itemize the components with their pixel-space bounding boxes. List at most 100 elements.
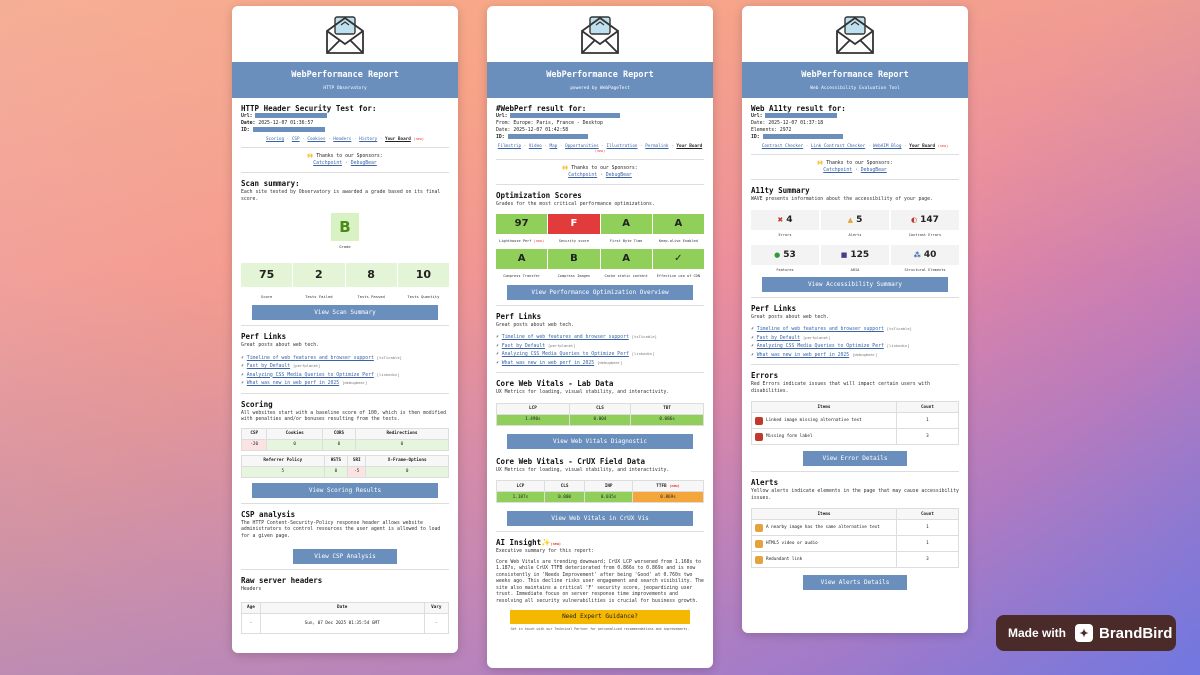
list-item: ⚡ Analyzing CSS Media Queries to Optimiz… <box>241 371 400 378</box>
sponsor-catchpoint[interactable]: Catchpoint <box>568 173 598 178</box>
view-crux-vis-button[interactable]: View Web Vitals in CrUX Vis <box>507 511 693 526</box>
list-item: ⚡ Timeline of web features and browser s… <box>496 334 657 340</box>
wave-errors: ✖ 4 Errors <box>751 209 819 237</box>
report-banner: WebPerformance Report HTTP Observatory <box>232 62 458 98</box>
alert-icon <box>755 555 763 564</box>
list-item: ⚡ Analyzing CSS Media Queries to Optimiz… <box>751 343 910 349</box>
raw-headers-table: Age Date Vary - Sun, 07 Dec 2025 01:35:54 G… <box>241 601 450 634</box>
list-item: ⚡ Timeline of web features and browser s… <box>751 326 912 332</box>
scan-stats: 75 Score 2 Tests Failed 8 Tests Passed 10 Te… <box>241 263 449 299</box>
mail-logo-icon <box>487 6 713 62</box>
report-banner: WebPerformance Report powered by WebPage… <box>487 62 713 98</box>
made-with-label: Made with <box>1008 626 1067 640</box>
perf-links-title: Perf Links <box>751 303 797 313</box>
view-accessibility-summary-button[interactable]: View Accessibility Summary <box>762 276 948 292</box>
stat-tests-passed: 8 Tests Passed <box>345 263 397 299</box>
link-contrast-checker[interactable]: Contrast Checker <box>761 144 804 149</box>
view-error-details-button[interactable]: View Error Details <box>803 451 907 466</box>
perf-links-list: ⚡ Timeline of web features and browser s… <box>496 333 704 367</box>
perf-links-title: Perf Links <box>496 311 542 321</box>
list-item: ⚡ Fast by Default [perfplanet] <box>241 363 321 369</box>
redacted-url <box>765 113 838 118</box>
link-your-board[interactable]: Your Board <box>676 144 703 149</box>
view-csp-analysis-button[interactable]: View CSP Analysis <box>293 549 397 564</box>
raw-headers-title: Raw server headers <box>241 576 323 585</box>
scoring-title: Scoring <box>241 399 273 409</box>
scoring-table-1: CSP Cookies CORS Redirections -20 0 0 0 <box>240 427 450 451</box>
score-security: F Security score <box>548 213 600 248</box>
view-web-vitals-diagnostic-button[interactable]: View Web Vitals Diagnostic <box>507 433 693 449</box>
link-link-contrast-checker[interactable]: Link Contrast Checker <box>810 144 866 149</box>
link-permalink[interactable]: Permalink <box>645 144 669 149</box>
sponsor-debugbear[interactable]: DebugBear <box>860 168 887 173</box>
sponsor-debugbear[interactable]: DebugBear <box>605 173 632 178</box>
stat-tests-quantity: 10 Tests Quantity <box>397 263 449 299</box>
link-your-board[interactable]: Your Board <box>909 144 936 149</box>
mail-logo-icon <box>232 6 458 62</box>
link-illustration[interactable]: Illustration <box>606 144 638 149</box>
wave-features: ● 53 Features <box>751 244 819 272</box>
link-filmstrip[interactable]: Filmstrip <box>497 144 522 149</box>
table-row: 1.187s 0.000 0.035s 0.869s <box>496 491 704 503</box>
url-line: Url: <box>751 113 959 120</box>
expert-guidance-button[interactable]: Need Expert Guidance? <box>510 609 690 624</box>
list-item: ⚡ Analyzing CSS Media Queries to Optimiz… <box>496 351 655 357</box>
sponsor-debugbear[interactable]: DebugBear <box>350 161 377 166</box>
scan-text: Each site tested by Observatory is award… <box>241 190 441 202</box>
redacted-id <box>507 134 588 139</box>
link-scoring[interactable]: Scoring <box>265 137 285 142</box>
elements-line: Elements: 2972 <box>751 128 792 133</box>
sponsors: 🙌 Thanks to our Sponsors: Catchpoint · D… <box>817 161 893 173</box>
grade-label: Grade <box>339 244 351 249</box>
crux-table: LCP CLS INP TTFB (new) 1.187s 0.000 0.035s 0.8… <box>496 480 704 503</box>
view-scoring-results-button[interactable]: View Scoring Results <box>252 482 438 498</box>
view-optimization-overview-button[interactable]: View Performance Optimization Overview <box>507 284 693 300</box>
table-row: Missing form label 3 <box>751 428 960 445</box>
optimization-title: Optimization Scores <box>496 191 582 200</box>
view-scan-summary-button[interactable]: View Scan Summary <box>252 305 438 320</box>
link-map[interactable]: Map <box>549 144 558 149</box>
lab-data-title: Core Web Vitals - Lab Data <box>496 379 614 388</box>
sponsor-catchpoint[interactable]: Catchpoint <box>313 161 343 166</box>
url-line: Url: <box>496 113 704 120</box>
stat-score: 75 Score <box>241 263 293 299</box>
list-item: ⚡ Fast by Default [perfplanet] <box>496 342 576 349</box>
url-line: Url: <box>241 113 449 120</box>
brandbird-badge[interactable]: Made with ✦ BrandBird <box>996 615 1176 651</box>
report-subtitle: powered by WebPageTest <box>570 85 630 91</box>
ai-summary-text: Core Web Vitals are trending downward; C… <box>496 559 704 605</box>
list-item: ⚡ Fast by Default [perfplanet] <box>751 334 831 341</box>
scan-title: Scan summary: <box>241 179 300 188</box>
link-opportunities[interactable]: Opportunities <box>565 144 599 149</box>
sponsor-catchpoint[interactable]: Catchpoint <box>823 168 853 173</box>
report-title: WebPerformance Report <box>801 69 909 80</box>
nav-links: Scoring · CSP · Cookies · Headers · Hist… <box>265 137 425 142</box>
csp-text: The HTTP Content-Security-Policy respons… <box>241 520 441 539</box>
feature-icon: ● <box>774 250 781 259</box>
link-csp[interactable]: CSP <box>291 137 300 142</box>
link-cookies[interactable]: Cookies <box>307 137 326 142</box>
csp-title: CSP analysis <box>241 509 296 519</box>
redacted-url <box>510 113 621 118</box>
link-headers[interactable]: Headers <box>333 137 352 142</box>
brandbird-logo-icon: ✦ <box>1075 624 1094 642</box>
view-alerts-details-button[interactable]: View Alerts Details <box>803 575 907 590</box>
scoring-text: All websites start with a baseline score… <box>241 410 447 423</box>
link-webaim-blog[interactable]: WebAIM Blog <box>873 144 902 149</box>
error-icon <box>755 416 763 425</box>
alert-icon: ▲ <box>847 215 854 224</box>
grade-box: B <box>331 213 359 241</box>
report-title: WebPerformance Report <box>546 69 654 80</box>
score-cache-static: A Cache static content <box>600 248 652 283</box>
redacted-id <box>762 134 843 139</box>
wave-summary-grid: ✖ 4 Errors ▲ 5 Alerts ◐ 147 Contrast Errors ● 5… <box>751 209 959 272</box>
aria-icon: ■ <box>840 250 848 259</box>
date-line: Date: 2025-12-07 01:36:57 <box>241 121 314 126</box>
redacted-url <box>255 113 328 118</box>
webpagetest-report-card: WebPerformance Report powered by WebPage… <box>487 6 713 668</box>
link-history[interactable]: History <box>359 137 378 142</box>
link-video[interactable]: Video <box>528 144 542 149</box>
from-line: From: Europe: Paris, France - Desktop <box>496 121 603 126</box>
link-your-board[interactable]: Your Board <box>385 137 411 142</box>
